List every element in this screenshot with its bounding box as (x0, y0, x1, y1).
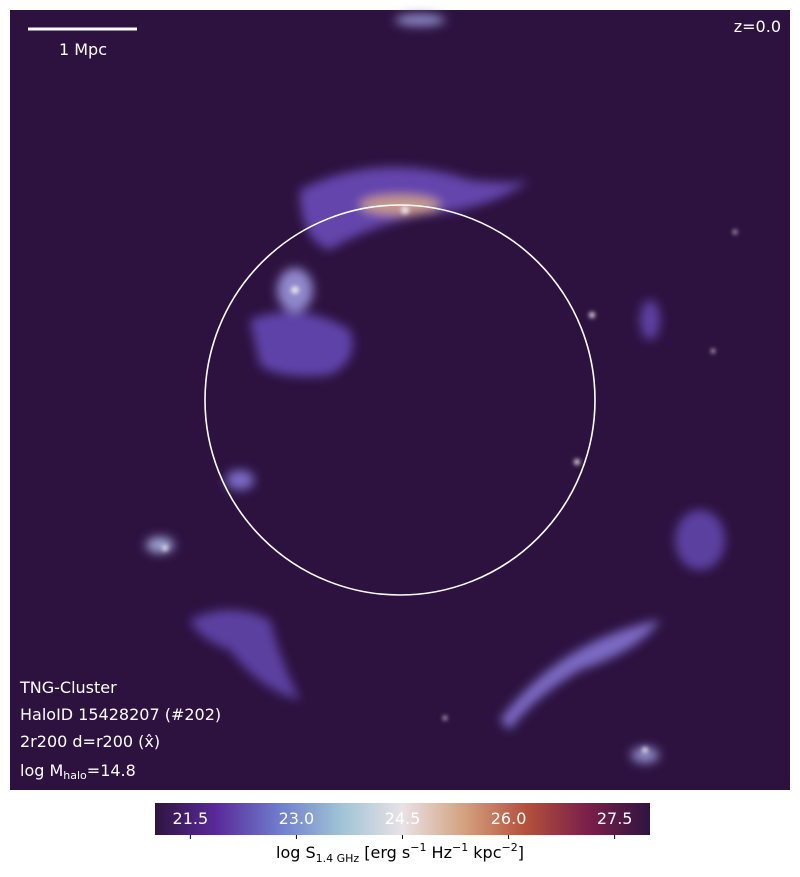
redshift: z=0.0 (734, 17, 781, 36)
simulation-name: TNG-Cluster (19, 678, 117, 697)
colorbar-tick-label: 23.0 (279, 809, 315, 828)
colorbar (155, 803, 650, 835)
colorbar-tick-label: 27.5 (597, 809, 633, 828)
colorbar-ticks: 21.5 23.0 24.5 26.0 27.5 (173, 809, 633, 839)
colorbar-tick-label: 21.5 (173, 809, 209, 828)
map-background (10, 10, 790, 790)
halo-id: HaloID 15428207 (#202) (20, 705, 221, 724)
scale-label: 1 Mpc (59, 40, 107, 59)
colorbar-label: log S1.4 GHz [erg s−1 Hz−1 kpc−2] (276, 841, 524, 865)
bright-spots (162, 206, 737, 753)
colorbar-tick-label: 24.5 (385, 809, 421, 828)
r200-circle (204, 204, 596, 596)
projection: 2r200 d=r200 (x̂) (20, 732, 160, 751)
halo-mass: log Mhalo=14.8 (20, 761, 136, 782)
colorbar-tick-label: 26.0 (491, 809, 527, 828)
